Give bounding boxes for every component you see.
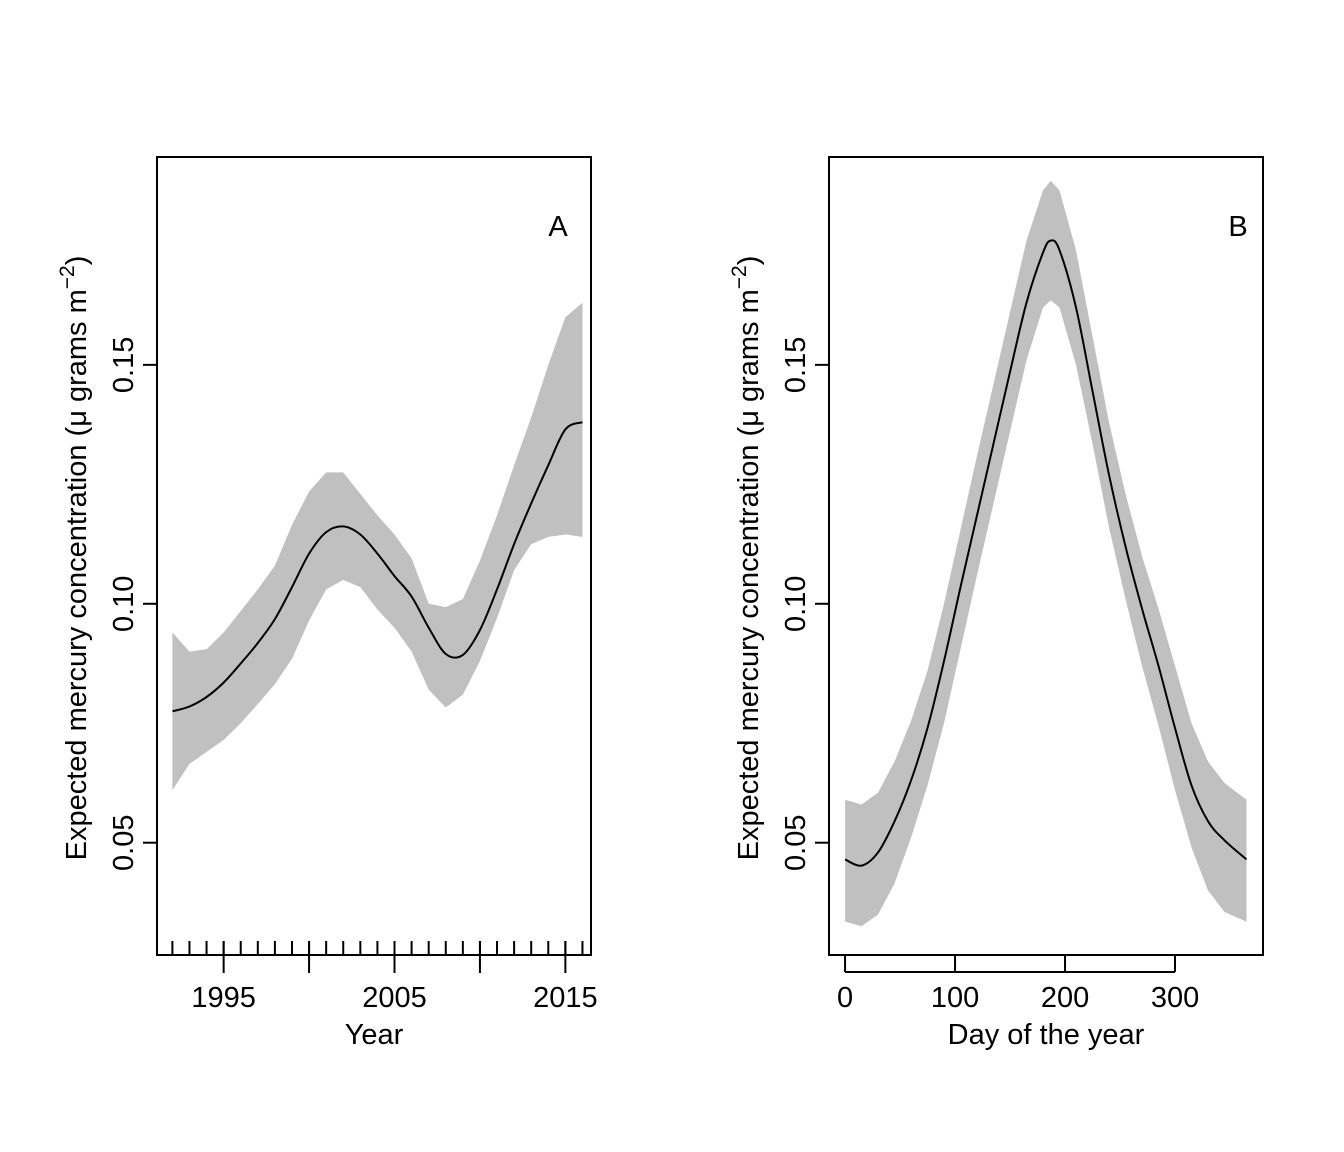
- y-tick-label: 0.15: [780, 337, 812, 393]
- fitted-line: [172, 421, 583, 713]
- y-axis-title: Expected mercury concentration (μ grams …: [56, 256, 93, 861]
- panel-label: A: [548, 211, 568, 243]
- panel-a: 0.05 0.10 0.15 1995 2005 2015 Year Expected mer…: [56, 156, 598, 1051]
- plot-frame: [828, 156, 1264, 956]
- y-tick-label: 0.05: [780, 814, 812, 870]
- fitted-line: [844, 239, 1248, 867]
- y-tick-label: 0.10: [108, 576, 140, 632]
- x-tick-label: 2005: [362, 982, 427, 1014]
- y-axis-title: Expected mercury concentration (μ grams …: [728, 256, 765, 861]
- x-tick-label: 300: [1151, 982, 1199, 1014]
- x-axis-title: Year: [345, 1019, 404, 1051]
- y-tick-label: 0.15: [108, 337, 140, 393]
- x-axis-title: Day of the year: [948, 1019, 1145, 1051]
- x-tick-label: 0: [837, 982, 853, 1014]
- x-tick-label: 100: [931, 982, 979, 1014]
- x-tick-label: 200: [1041, 982, 1089, 1014]
- confidence-band: [845, 180, 1247, 927]
- y-tick-label: 0.10: [780, 576, 812, 632]
- x-tick-label: 1995: [191, 982, 256, 1014]
- plot-frame: [156, 156, 592, 956]
- x-tick-label: 2015: [533, 982, 598, 1014]
- confidence-band: [172, 302, 583, 791]
- panel-label: B: [1228, 211, 1247, 243]
- y-tick-label: 0.05: [108, 814, 140, 870]
